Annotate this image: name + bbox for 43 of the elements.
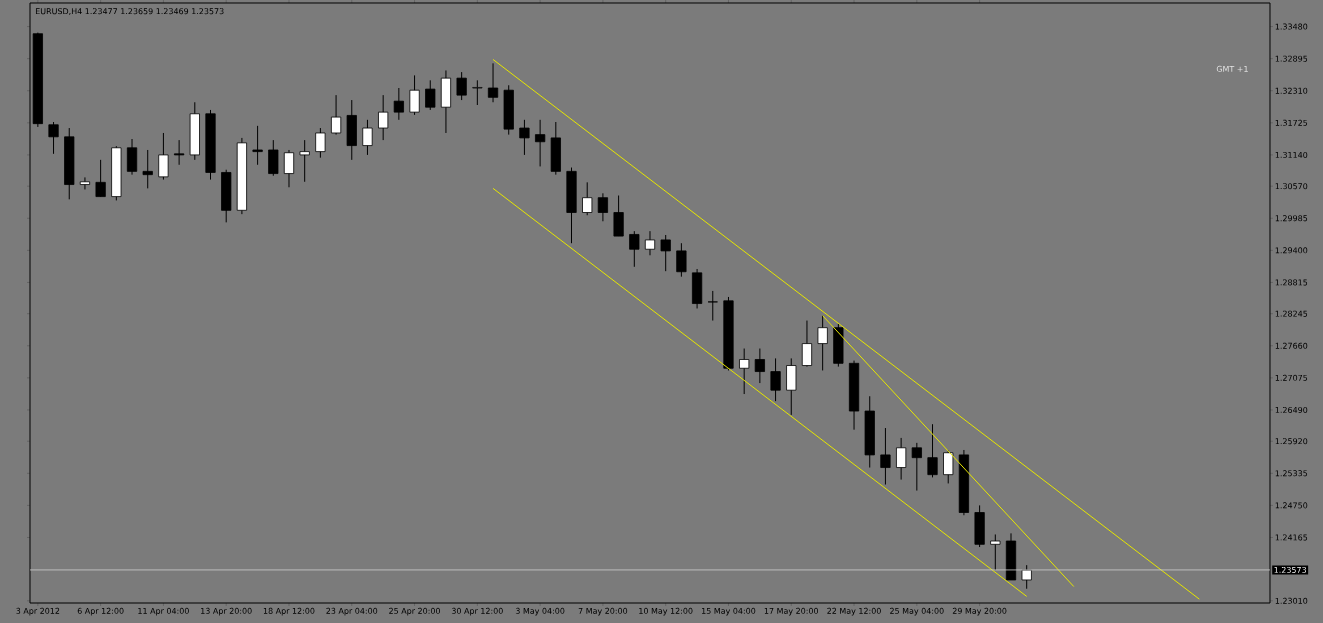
- candlestick: [487, 62, 499, 103]
- candlestick: [597, 192, 609, 222]
- candlestick: [299, 139, 310, 183]
- candlestick: [174, 139, 185, 166]
- candlestick: [456, 71, 467, 101]
- candlestick: [754, 348, 765, 384]
- candlestick: [95, 159, 106, 198]
- candlestick: [896, 437, 907, 481]
- candlestick: [283, 149, 295, 188]
- candlestick: [79, 176, 91, 190]
- candlestick: [48, 121, 59, 155]
- candlestick: [880, 427, 891, 486]
- candlestick: [943, 450, 954, 484]
- candlestick: [770, 357, 781, 402]
- candlestick: [315, 127, 326, 159]
- candlestick: [409, 74, 420, 116]
- candlestick: [817, 315, 828, 371]
- candlestick: [425, 79, 436, 111]
- candlestick: [644, 230, 656, 256]
- candlestick: [393, 87, 404, 121]
- candlestick: [990, 533, 1001, 571]
- candlestick: [911, 442, 922, 492]
- candlestick: [629, 230, 640, 268]
- candlestick: [582, 181, 593, 216]
- candlestick: [142, 149, 153, 189]
- candlestick: [126, 138, 138, 176]
- candlestick: [660, 234, 671, 272]
- candlestick: [535, 119, 546, 167]
- candlestick: [330, 94, 342, 136]
- candlestick: [472, 79, 483, 106]
- candlestick: [801, 320, 813, 368]
- candlestick: [1021, 564, 1032, 590]
- candlestick: [613, 195, 624, 237]
- candlestick: [519, 119, 530, 156]
- candlestick: [268, 139, 279, 177]
- candlestick: [739, 348, 750, 395]
- candlestick: [707, 290, 718, 322]
- candlestick: [252, 125, 263, 166]
- candlestick: [676, 242, 687, 278]
- candlestick: [158, 132, 169, 181]
- candlestick: [927, 423, 938, 478]
- candlestick: [362, 119, 373, 156]
- candlestick: [378, 94, 389, 141]
